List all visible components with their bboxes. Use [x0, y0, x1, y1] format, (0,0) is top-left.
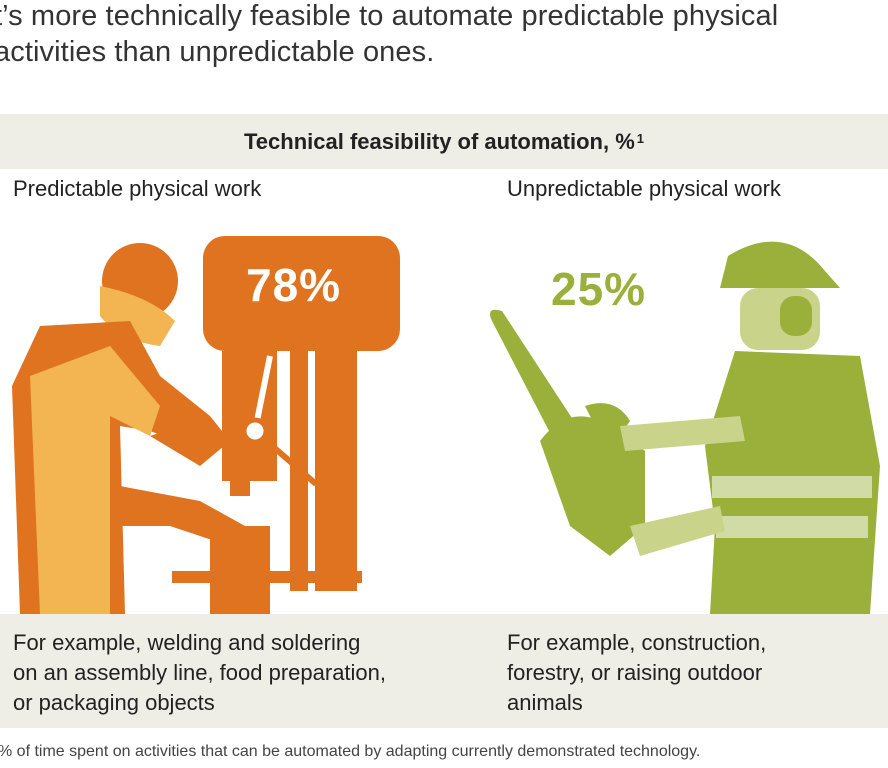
panel-title-predictable: Predictable physical work — [13, 176, 262, 201]
drill-hub — [241, 417, 269, 445]
example-unpredictable: For example, construction, forestry, or … — [507, 630, 767, 715]
drill-press-head — [203, 236, 400, 351]
drill-base — [172, 571, 362, 583]
example-predictable: For example, welding and soldering on an… — [13, 630, 387, 715]
drill-press-base-column — [315, 351, 357, 591]
hard-hat — [720, 241, 840, 288]
vest-stripe-1 — [712, 476, 872, 498]
worker-arm-lower — [630, 506, 725, 556]
worker-arm — [120, 486, 245, 546]
footnote-marker: 1 — [636, 131, 644, 146]
examples-band — [0, 614, 888, 728]
value-label-predictable: 78% — [246, 259, 342, 311]
chart-title-band: Technical feasibility of automation, % 1 — [0, 114, 888, 169]
headline-line-2: activities than unpredictable ones. — [0, 36, 435, 68]
worker-hand — [150, 416, 230, 466]
chainsaw-body — [540, 416, 645, 556]
ear-protector — [780, 296, 812, 336]
vest-stripe-2 — [716, 516, 868, 538]
value-label-unpredictable: 25% — [551, 263, 647, 315]
headline: t’s more technically feasible to automat… — [0, 0, 874, 70]
chart-title-text: Technical feasibility of automation, % — [243, 128, 635, 154]
drill-press-worker-illustration — [12, 236, 400, 614]
footnote: % of time spent on activities that can b… — [0, 743, 701, 760]
worker-arm-upper — [620, 416, 745, 451]
chainsaw-worker-illustration — [489, 241, 880, 614]
panel-title-unpredictable: Unpredictable physical work — [507, 176, 781, 201]
headline-line-1: t’s more technically feasible to automat… — [0, 0, 779, 32]
worker-shirt-highlight — [30, 346, 160, 614]
chainsaw-handle — [585, 403, 630, 436]
drill-chuck — [230, 456, 250, 496]
chart-title: Technical feasibility of automation, % 1 — [0, 114, 888, 169]
